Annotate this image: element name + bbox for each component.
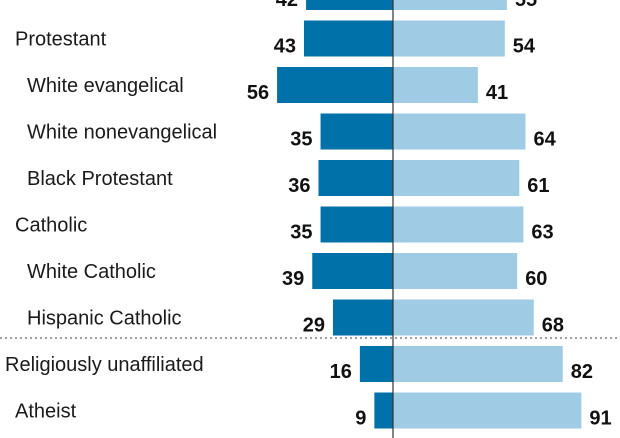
value-label-left: 35: [290, 129, 312, 151]
bar-right: [393, 160, 520, 196]
bar-left: [332, 299, 393, 336]
value-label-left: 42: [276, 0, 298, 11]
bar-right: [393, 346, 563, 382]
value-label-left: 39: [282, 268, 304, 290]
category-label: White evangelical: [27, 75, 184, 97]
bar-left: [320, 206, 393, 243]
value-label-right: 63: [531, 222, 553, 244]
value-label-right: 54: [513, 36, 536, 58]
value-label-right: 55: [515, 0, 537, 11]
bar-right: [393, 0, 507, 10]
bar-left: [303, 20, 393, 57]
bar-right: [393, 20, 505, 57]
category-label: Atheist: [15, 401, 77, 423]
category-label: Hispanic Catholic: [27, 308, 182, 330]
value-label-right: 91: [589, 408, 611, 430]
category-label: Catholic: [15, 215, 87, 237]
value-label-right: 82: [571, 361, 593, 383]
category-label: Religiously unaffiliated: [5, 354, 204, 376]
category-label: Black Protestant: [27, 168, 173, 190]
bar-left: [359, 346, 393, 382]
value-label-right: 64: [533, 129, 556, 151]
bar-left: [320, 113, 393, 150]
value-label-left: 36: [288, 175, 310, 197]
value-label-left: 35: [290, 222, 312, 244]
value-label-left: 9: [355, 408, 366, 430]
bar-left: [277, 67, 393, 103]
value-label-right: 41: [486, 82, 508, 104]
category-label: White Catholic: [27, 261, 156, 283]
bar-right: [393, 392, 582, 429]
value-label-left: 56: [247, 82, 269, 104]
bar-left: [374, 392, 393, 429]
bar-right: [393, 67, 478, 103]
category-label: White nonevangelical: [27, 122, 217, 144]
bar-left: [318, 160, 393, 196]
bar-right: [393, 113, 526, 150]
bar-left: [306, 0, 393, 10]
category-label: Protestant: [15, 29, 107, 51]
value-label-left: 16: [330, 361, 352, 383]
value-label-left: 43: [274, 36, 296, 58]
bar-right: [393, 206, 524, 243]
bar-left: [312, 253, 393, 289]
value-label-right: 60: [525, 268, 547, 290]
bar-right: [393, 299, 534, 336]
value-label-right: 68: [542, 315, 564, 337]
value-label-right: 61: [527, 175, 549, 197]
value-label-left: 29: [303, 315, 325, 337]
bar-right: [393, 253, 518, 289]
